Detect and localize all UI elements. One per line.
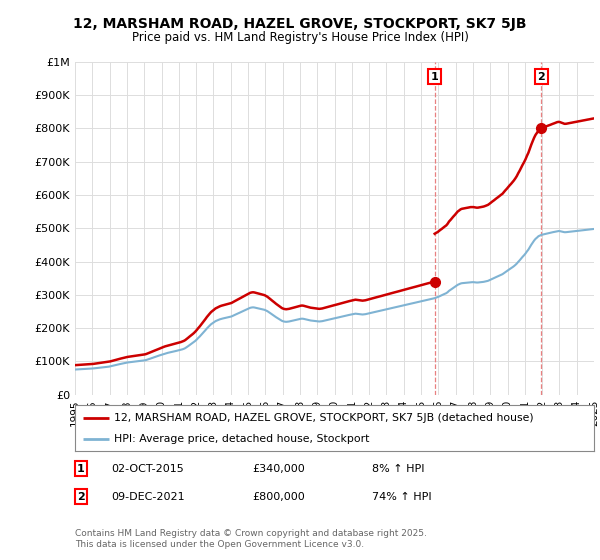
Text: 74% ↑ HPI: 74% ↑ HPI: [372, 492, 431, 502]
Text: 12, MARSHAM ROAD, HAZEL GROVE, STOCKPORT, SK7 5JB (detached house): 12, MARSHAM ROAD, HAZEL GROVE, STOCKPORT…: [114, 413, 533, 423]
Text: 2: 2: [77, 492, 85, 502]
Text: 09-DEC-2021: 09-DEC-2021: [111, 492, 185, 502]
Text: 02-OCT-2015: 02-OCT-2015: [111, 464, 184, 474]
Text: 8% ↑ HPI: 8% ↑ HPI: [372, 464, 425, 474]
Text: 2: 2: [538, 72, 545, 82]
Text: 1: 1: [77, 464, 85, 474]
Text: 1: 1: [431, 72, 439, 82]
Text: £800,000: £800,000: [252, 492, 305, 502]
Text: Price paid vs. HM Land Registry's House Price Index (HPI): Price paid vs. HM Land Registry's House …: [131, 31, 469, 44]
Text: 12, MARSHAM ROAD, HAZEL GROVE, STOCKPORT, SK7 5JB: 12, MARSHAM ROAD, HAZEL GROVE, STOCKPORT…: [73, 17, 527, 31]
Text: HPI: Average price, detached house, Stockport: HPI: Average price, detached house, Stoc…: [114, 435, 370, 444]
Text: £340,000: £340,000: [252, 464, 305, 474]
Text: Contains HM Land Registry data © Crown copyright and database right 2025.
This d: Contains HM Land Registry data © Crown c…: [75, 529, 427, 549]
